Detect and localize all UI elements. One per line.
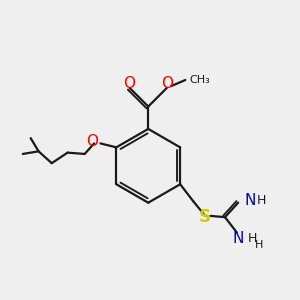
Text: N: N <box>233 231 244 246</box>
Text: O: O <box>124 76 136 91</box>
Text: H: H <box>255 240 263 250</box>
Text: S: S <box>199 208 211 226</box>
Text: O: O <box>86 134 98 149</box>
Text: N: N <box>244 193 256 208</box>
Text: CH₃: CH₃ <box>190 75 210 85</box>
Text: O: O <box>162 76 174 91</box>
Text: H: H <box>248 232 257 245</box>
Text: H: H <box>256 194 266 207</box>
